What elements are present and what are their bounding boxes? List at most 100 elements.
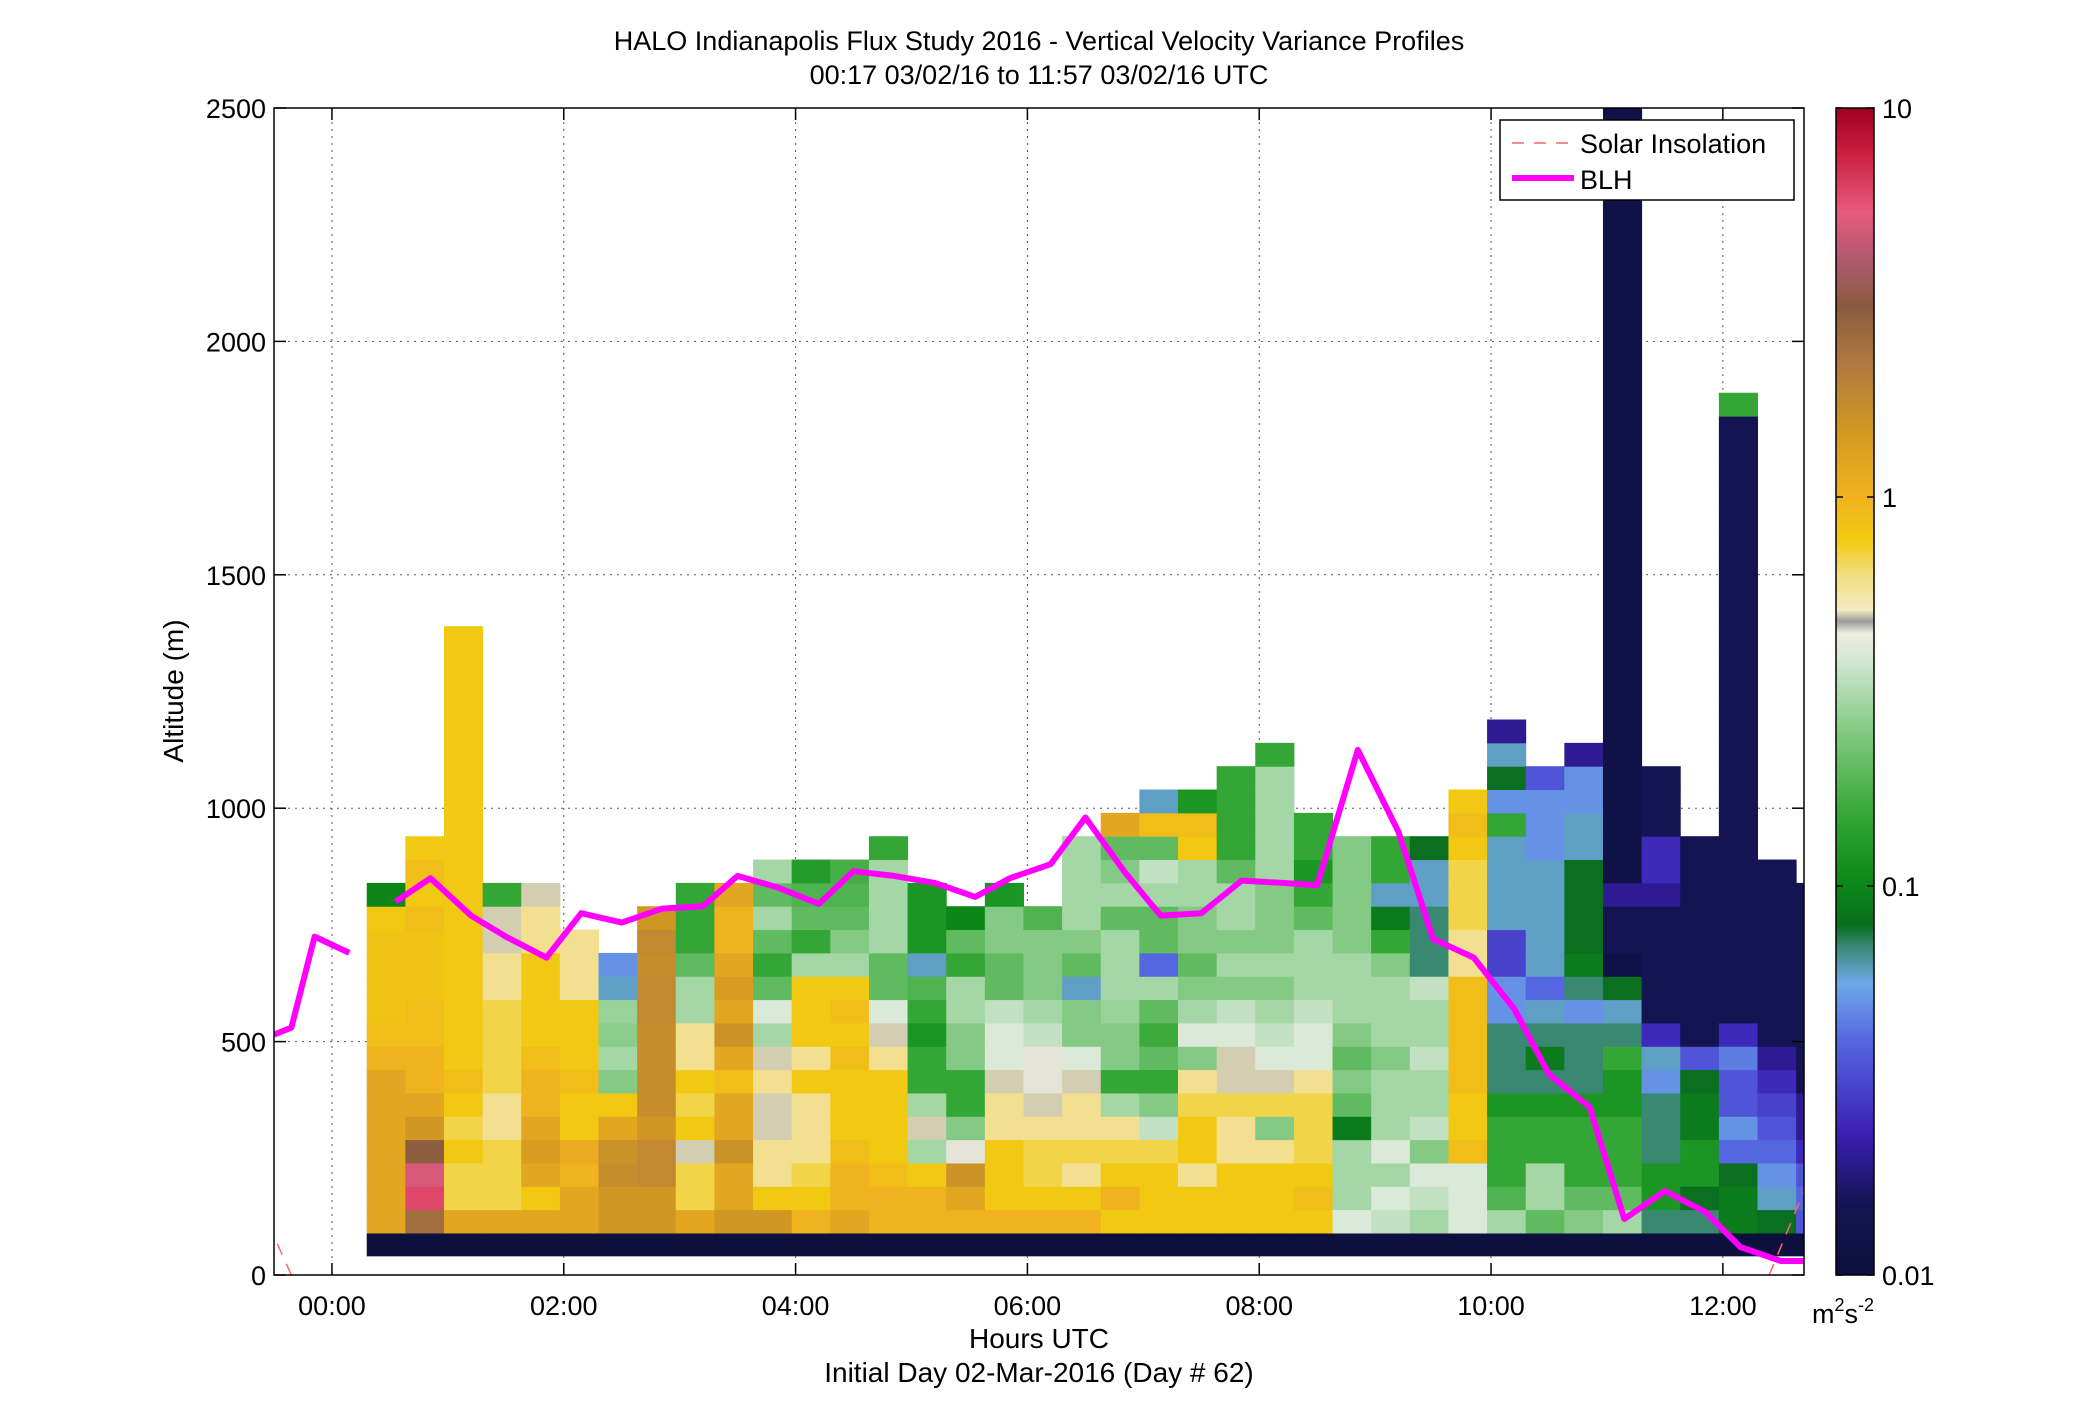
heatmap-cell [521,1092,561,1117]
heatmap-cell [1564,999,1604,1024]
heatmap-cell [598,1162,638,1187]
heatmap-cell [1602,369,1643,394]
heatmap-cell [1487,1116,1527,1141]
heatmap-cell [946,1209,986,1234]
heatmap-cell [1718,1139,1758,1164]
heatmap-cell [1718,976,1758,1001]
heatmap-cell [559,1162,600,1187]
heatmap-cell [1796,929,1804,954]
heatmap-cell [1525,882,1565,907]
heatmap-cell [946,929,986,954]
heatmap-cell [1178,1209,1218,1234]
heatmap-cell [791,1092,831,1117]
heatmap-cell [1641,836,1681,861]
heatmap-cell [1409,1209,1449,1234]
heatmap-cell [637,1046,677,1071]
heatmap-cell [907,1092,947,1117]
heatmap-cell [1216,952,1256,977]
heatmap-cell [830,929,870,954]
heatmap-cell [1602,556,1643,580]
heatmap-cell [1718,1186,1758,1211]
heatmap-cell [443,696,484,721]
heatmap-cell [675,1022,715,1047]
heatmap-cell [1718,486,1758,510]
heatmap-cell [1680,929,1720,954]
heatmap-cell [1564,812,1604,837]
heatmap-cell [1023,1046,1063,1071]
plot-frame [273,107,1805,1276]
heatmap-cell [1525,1139,1565,1164]
heatmap-cell [1603,19,1642,43]
heatmap-cell [521,952,561,977]
heatmap-cell [1409,1162,1449,1187]
heatmap-cell [1100,1022,1140,1047]
heatmap-cell [1602,346,1643,370]
heatmap-cell [443,1092,484,1117]
heatmap-cell [1255,1116,1295,1141]
heatmap-cell [598,1186,638,1211]
heatmap-cell [1487,1069,1527,1094]
heatmap-cell [1409,1186,1449,1211]
heatmap-cell [1139,1209,1179,1234]
heatmap-cell [1602,976,1643,1001]
heatmap-cell [1023,1069,1063,1094]
heatmap-cell [1448,1069,1488,1094]
heatmap-cell [1602,766,1643,791]
heatmap-cell [1718,1092,1758,1117]
heatmap-cell [1448,1116,1488,1141]
heatmap-cell [1100,1162,1140,1187]
heatmap-cell [1448,859,1488,884]
heatmap-cell [443,1209,484,1234]
heatmap-cell [1641,999,1681,1024]
heatmap-cell [1139,929,1179,954]
heatmap-cell [984,1139,1024,1164]
heatmap-cell [984,1046,1024,1071]
heatmap-cell [482,1092,522,1117]
heatmap-cell [1564,906,1604,931]
heatmap-cell [1602,579,1643,604]
colorbar-unit-base: m [1812,1299,1835,1329]
heatmap-cell [1216,882,1256,907]
heatmap-cell [1139,1069,1179,1094]
heatmap-cell [907,1116,947,1141]
heatmap-cell [405,859,445,884]
colorbar-unit-mid: s [1845,1299,1859,1329]
heatmap-cell [946,1139,986,1164]
heatmap-cell [907,1209,947,1234]
heatmap-cell [675,999,715,1024]
heatmap-cell [791,1186,831,1211]
heatmap-cell [1023,929,1063,954]
heatmap-cell [1293,1046,1334,1071]
heatmap-cell [1216,1092,1256,1117]
heatmap-cell [1718,952,1758,977]
heatmap-cell [1139,1139,1179,1164]
heatmap-cell [405,976,445,1001]
heatmap-cell [1680,1022,1720,1047]
heatmap-cell [1603,43,1642,67]
legend-box [1499,119,1795,201]
heatmap-cell [1293,1092,1334,1117]
heatmap-cell [443,812,484,837]
heatmap-cell [1139,976,1179,1001]
heatmap-cell [1448,1186,1488,1211]
heatmap-cell [405,1069,445,1094]
heatmap-cell [1757,1139,1797,1164]
heatmap-cell [1409,1092,1449,1117]
heatmap-cell [1641,789,1681,814]
heatmap-cell [1216,976,1256,1001]
heatmap-cell [1718,742,1758,767]
heatmap-cell [559,929,600,954]
heatmap-cell [714,952,754,977]
heatmap-cell [1718,1209,1758,1234]
heatmap-cell [443,952,484,977]
heatmap-cell [1371,1069,1411,1094]
heatmap-cell [791,1162,831,1187]
heatmap-cell [1602,836,1643,861]
heatmap-cell [753,952,793,977]
heatmap-cell [1293,1116,1334,1141]
heatmap-cell [675,1139,715,1164]
heatmap-cell [1332,906,1372,931]
heatmap-cell [1602,1116,1643,1141]
heatmap-cell [830,976,870,1001]
